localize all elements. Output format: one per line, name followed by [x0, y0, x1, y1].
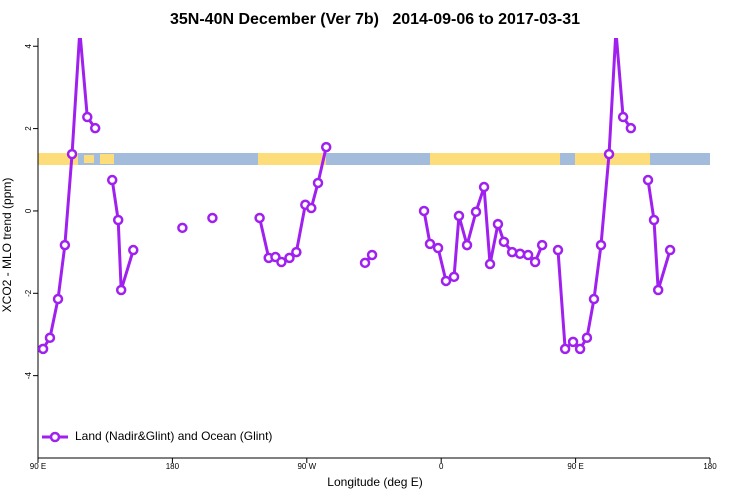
- data-point: [128, 244, 139, 256]
- data-point: [498, 236, 510, 248]
- data-point: [418, 205, 430, 217]
- data-point: [207, 212, 218, 224]
- data-point: [76, 27, 84, 35]
- data-point: [492, 218, 504, 230]
- data-point: [89, 122, 101, 134]
- x-tick-label: 0: [439, 462, 444, 471]
- data-point: [552, 244, 564, 256]
- data-point: [625, 122, 637, 134]
- y-axis-label: XCO2 - MLO trend (ppm): [0, 178, 14, 313]
- data-point: [306, 202, 317, 214]
- data-point: [617, 111, 629, 123]
- data-point: [440, 275, 452, 287]
- data-point: [453, 210, 465, 222]
- data-point: [522, 249, 534, 261]
- data-point: [82, 111, 93, 123]
- data-point: [291, 246, 302, 258]
- data-point: [448, 271, 460, 283]
- data-point: [177, 222, 188, 234]
- data-point: [66, 148, 78, 160]
- data-point: [642, 174, 654, 186]
- data-point: [112, 214, 124, 226]
- data-point: [312, 177, 324, 189]
- series-line: [422, 186, 544, 284]
- x-tick-label: 180: [166, 462, 180, 471]
- data-point: [366, 249, 378, 261]
- legend-marker: [49, 431, 61, 443]
- plot-area: [38, 27, 676, 355]
- data-point: [559, 343, 571, 355]
- data-point: [284, 252, 295, 264]
- y-tick-label: -2: [24, 289, 33, 297]
- data-point: [44, 332, 56, 344]
- data-point: [648, 214, 660, 226]
- y-tick-label: 2: [24, 126, 33, 131]
- y-tick-label: 0: [24, 208, 33, 213]
- data-point: [276, 256, 287, 268]
- data-point: [106, 174, 118, 186]
- data-point: [320, 141, 332, 153]
- series-line: [41, 38, 97, 350]
- data-point: [38, 343, 49, 355]
- data-point: [652, 284, 664, 296]
- data-point: [529, 256, 541, 268]
- chart-title: 35N-40N December (Ver 7b) 2014-09-06 to …: [170, 11, 580, 28]
- data-point: [484, 258, 496, 270]
- data-point: [536, 239, 548, 251]
- data-point: [470, 206, 482, 218]
- data-point: [664, 244, 676, 256]
- land-ocean-band: [38, 153, 710, 165]
- data-point: [254, 212, 265, 224]
- y-tick-label: 4: [24, 43, 33, 48]
- data-point: [588, 293, 600, 305]
- series-line: [646, 179, 672, 291]
- data-point: [567, 336, 579, 348]
- data-point: [432, 242, 444, 254]
- data-point: [59, 239, 71, 251]
- legend-label: Land (Nadir&Glint) and Ocean (Glint): [75, 429, 272, 443]
- y-tick-label: -4: [24, 372, 33, 380]
- x-tick-label: 90 W: [297, 462, 316, 471]
- data-point: [461, 239, 473, 251]
- data-point: [424, 238, 436, 250]
- data-point: [574, 343, 586, 355]
- x-tick-label: 90 E: [30, 462, 46, 471]
- data-point: [478, 181, 490, 193]
- data-point: [115, 284, 127, 296]
- data-point: [581, 332, 593, 344]
- data-point: [603, 148, 615, 160]
- x-axis-label: Longitude (deg E): [327, 475, 422, 489]
- data-point: [359, 257, 371, 269]
- data-point: [52, 293, 64, 305]
- series-line: [110, 179, 135, 291]
- x-tick-label: 90 E: [567, 462, 583, 471]
- x-tick-label: 180: [703, 462, 717, 471]
- data-point: [612, 27, 620, 35]
- data-point: [514, 248, 526, 260]
- data-point: [595, 239, 607, 251]
